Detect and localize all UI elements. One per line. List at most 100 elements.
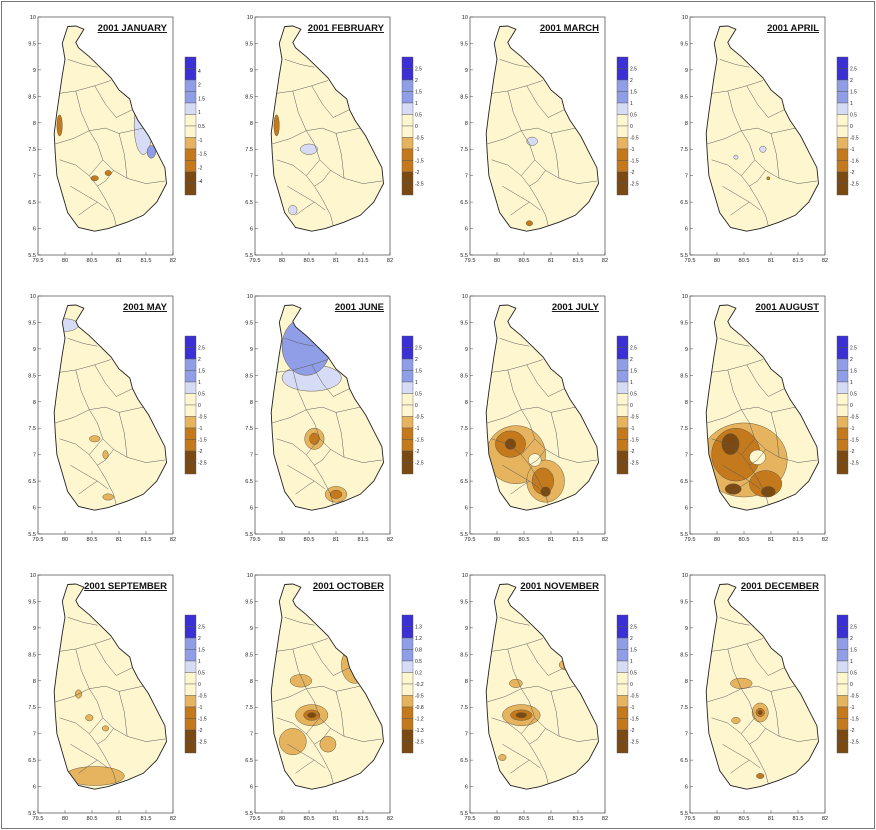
color-scale-label: -0.5 [198,694,207,700]
x-tick-label: 81.5 [573,816,584,822]
x-tick-label: 81 [548,258,554,264]
x-tick-label: 81 [333,537,339,543]
district-boundary [707,406,796,424]
color-scale-swatch [401,614,414,627]
y-tick-label: 7 [685,174,688,180]
color-scale-label: 1.5 [198,648,205,654]
color-scale-swatch [836,381,849,394]
color-scale-swatch [184,695,197,708]
y-tick-label: 10 [462,294,468,300]
color-scale-swatch [401,358,414,371]
district-borders [707,59,817,226]
color-scale-swatch [184,125,197,138]
color-scale-swatch [836,102,849,115]
district-boundary [55,685,144,703]
color-scale-swatch [401,171,414,184]
color-scale-swatch [184,439,197,452]
color-scale-label: -1.5 [630,717,639,723]
island-landmass [486,584,599,790]
color-scale-swatch [184,171,197,184]
x-tick-label: 82 [602,816,608,822]
x-tick-label: 82 [822,537,828,543]
color-scale-label: -0.5 [630,694,639,700]
color-scale-swatch [184,706,197,719]
district-boundary [118,412,128,458]
x-tick-label: 79.5 [685,816,696,822]
y-tick-label: 6 [465,227,468,233]
color-scale-legend: 2.5 2 1.5 1 0.5 0 -0.5 -1 -1.5 -2 -2.5 [836,614,859,754]
anomaly-layer [525,136,538,227]
y-tick-label: 6 [685,785,688,791]
y-tick-label: 10 [247,573,253,579]
color-scale-swatch [401,56,414,69]
y-tick-label: 7 [250,732,253,738]
y-tick-label: 5.5 [245,253,253,259]
x-tick-label: 81 [768,816,774,822]
coastline [705,25,819,232]
color-scale-legend: 1.3 1.2 0.8 0.5 0.2 -0.2 -0.5 -0.8 -1.2 -1.3 -2.5 [401,614,424,754]
district-boundary [295,759,315,774]
y-tick-label: 10 [30,294,36,300]
map-frame [469,16,606,256]
color-scale-swatch [616,450,629,463]
color-scale-label: -2 [630,449,635,455]
district-boundary [708,80,763,94]
color-scale-legend: 2.5 2 1.5 1 0.5 0 -0.5 -1 -1.6 -2 -2.5 [836,56,859,196]
color-scale-label: 0.5 [198,392,205,398]
color-scale-swatch [401,381,414,394]
y-tick-label: 8.5 [460,373,468,379]
color-scale-swatch [401,393,414,406]
y-tick-label: 9.5 [460,41,468,47]
district-boundary [746,85,785,118]
y-tick-label: 6 [465,785,468,791]
color-scale-label: -2 [850,728,855,734]
y-tick-label: 9.5 [460,320,468,326]
district-boundary [499,59,530,68]
district-borders [707,338,817,505]
coastline [485,583,599,790]
x-tick-label: 81.5 [141,537,152,543]
color-scale-label: -2.5 [850,461,859,467]
district-boundary [118,133,128,179]
color-scale-swatch [184,741,197,754]
district-boundary [722,464,761,490]
district-boundary [94,643,133,676]
district-boundary [507,369,530,424]
map-frame [689,574,826,814]
color-scale-legend: 2.5 2 1.5 1 0.5 0 -0.5 -1 -1.5 -2 -2.5 [401,335,424,475]
color-scale-label: -2.5 [198,740,207,746]
district-boundary [284,338,315,347]
color-scale-label: -1.6 [850,159,859,165]
district-boundary [510,201,530,216]
x-tick-label: 82 [822,258,828,264]
color-scale-label: -2.5 [415,740,424,746]
x-tick-label: 81 [116,258,122,264]
y-tick-label: 10 [682,294,688,300]
y-tick-label: 8.5 [460,652,468,658]
y-tick-label: 9.5 [28,599,36,605]
color-scale-swatch [836,393,849,406]
y-tick-label: 7.5 [460,705,468,711]
color-scale-swatch [401,672,414,685]
district-boundary [770,133,780,179]
color-scale-swatch [401,102,414,115]
color-scale-label: 2 [630,78,633,84]
coastline [705,583,819,790]
x-tick-label: 80.5 [304,537,315,543]
color-scale-label: -1 [415,426,420,432]
coastline [270,25,384,232]
y-tick-label: 7.5 [245,426,253,432]
color-scale-label: -2.5 [630,182,639,188]
color-scale-swatch [616,427,629,440]
district-boundary [311,85,350,118]
color-scale-label: -4 [198,179,203,185]
color-scale-swatch [616,626,629,639]
y-tick-label: 10 [682,15,688,21]
color-scale-swatch [836,125,849,138]
district-boundary [314,728,331,745]
rainfall-anomaly-region [757,710,763,715]
district-borders [272,59,382,226]
y-tick-label: 10 [30,573,36,579]
x-tick-label: 79.5 [33,258,44,264]
